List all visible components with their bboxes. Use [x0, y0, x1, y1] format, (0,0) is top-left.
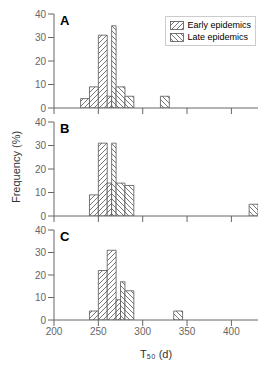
- svg-text:20: 20: [35, 56, 47, 67]
- svg-text:40: 40: [35, 9, 47, 20]
- svg-text:300: 300: [134, 326, 151, 337]
- html-text:Late epidemics: Late epidemics: [187, 32, 248, 42]
- svg-text:40: 40: [35, 225, 47, 236]
- html-text:Early epidemics: Early epidemics: [187, 20, 251, 30]
- svg-text:0: 0: [40, 211, 46, 222]
- html-text:B: B: [60, 121, 70, 136]
- svg-text:0: 0: [40, 103, 46, 114]
- html-text:A: A: [60, 13, 70, 28]
- html-text:C: C: [60, 229, 70, 244]
- svg-text:20: 20: [35, 164, 47, 175]
- svg-text:250: 250: [90, 326, 107, 337]
- svg-text:40: 40: [35, 117, 47, 128]
- svg-text:400: 400: [223, 326, 240, 337]
- svg-text:350: 350: [179, 326, 196, 337]
- svg-text:20: 20: [35, 270, 47, 281]
- svg-text:10: 10: [35, 292, 47, 303]
- svg-text:T₅₀ (d): T₅₀ (d): [140, 348, 172, 360]
- svg-text:10: 10: [35, 187, 47, 198]
- svg-text:10: 10: [35, 79, 47, 90]
- svg-text:Frequency (%): Frequency (%): [10, 131, 22, 203]
- svg-text:0: 0: [40, 315, 46, 326]
- svg-text:30: 30: [35, 247, 47, 258]
- svg-text:200: 200: [46, 326, 63, 337]
- svg-text:30: 30: [35, 32, 47, 43]
- svg-text:30: 30: [35, 140, 47, 151]
